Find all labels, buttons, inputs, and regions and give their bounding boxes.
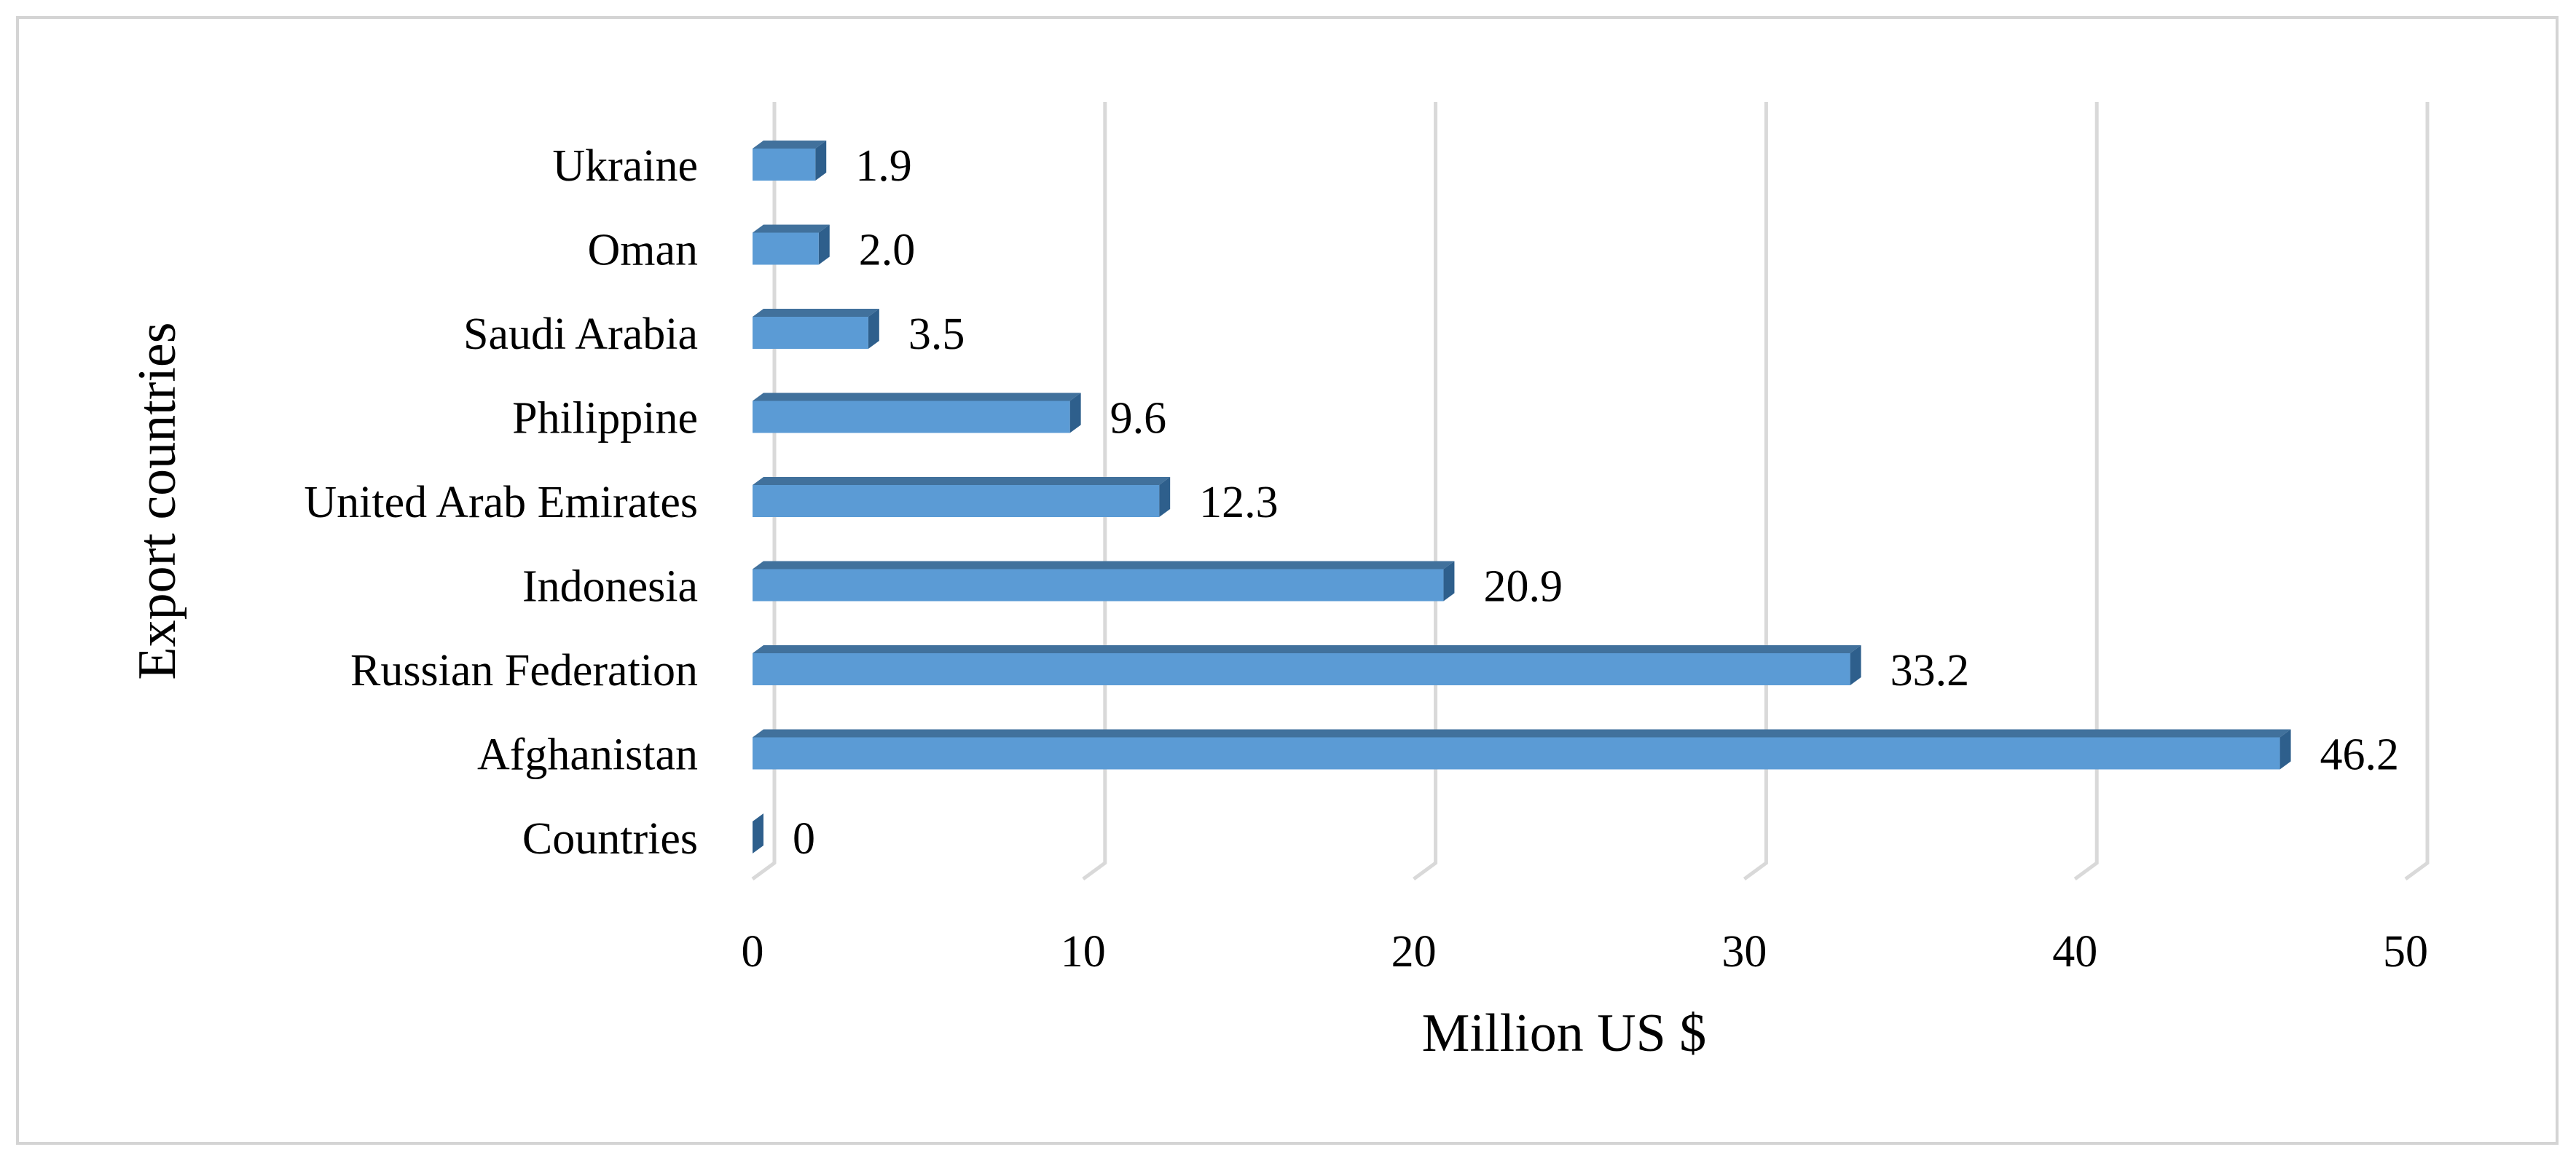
category-label: Oman bbox=[587, 226, 698, 275]
x-tick-label: 10 bbox=[1061, 927, 1106, 977]
x-tick-labels: 0 10 20 30 40 50 bbox=[742, 927, 2429, 977]
bar-side bbox=[815, 141, 827, 181]
category-label: Philippine bbox=[512, 394, 698, 443]
category-label: United Arab Emirates bbox=[304, 478, 698, 527]
bar bbox=[753, 729, 2291, 770]
category-label: Ukraine bbox=[552, 141, 698, 191]
x-tick-label: 50 bbox=[2383, 927, 2428, 977]
bar-side bbox=[868, 309, 879, 349]
gridlines bbox=[751, 102, 2430, 881]
gridline bbox=[2073, 102, 2099, 881]
bar-front bbox=[753, 401, 1070, 433]
category-label: Saudi Arabia bbox=[463, 310, 698, 359]
x-axis-title: Million US $ bbox=[1422, 1004, 1707, 1063]
bar-front bbox=[753, 149, 816, 181]
data-label: 3.5 bbox=[908, 310, 965, 359]
data-label: 33.2 bbox=[1890, 646, 1970, 695]
bar-top bbox=[753, 224, 830, 233]
bar-top bbox=[753, 729, 2291, 738]
bar-side bbox=[818, 224, 830, 265]
bar bbox=[753, 309, 879, 349]
data-label: 9.6 bbox=[1110, 394, 1167, 443]
x-tick-label: 0 bbox=[742, 927, 764, 977]
bar-front bbox=[753, 737, 2280, 770]
bar bbox=[753, 813, 763, 853]
bar bbox=[753, 393, 1081, 433]
bar-front bbox=[753, 653, 1850, 685]
bar-front bbox=[753, 317, 868, 349]
gridline bbox=[1082, 102, 1107, 881]
gridline bbox=[2404, 102, 2430, 881]
data-label: 12.3 bbox=[1199, 478, 1279, 527]
data-label: 1.9 bbox=[855, 141, 912, 191]
category-labels: Countries Afghanistan Russian Federation In… bbox=[304, 141, 698, 864]
bar bbox=[753, 141, 827, 181]
category-label: Indonesia bbox=[522, 562, 698, 612]
x-tick-label: 20 bbox=[1391, 927, 1437, 977]
x-tick-label: 30 bbox=[1721, 927, 1767, 977]
bar-front bbox=[753, 485, 1160, 517]
bar-top bbox=[753, 477, 1171, 485]
bar bbox=[753, 224, 830, 265]
bar-top bbox=[753, 645, 1861, 653]
bar bbox=[753, 645, 1861, 685]
bar-side bbox=[753, 813, 763, 853]
x-tick-label: 40 bbox=[2052, 927, 2097, 977]
bar-front bbox=[753, 569, 1444, 602]
bar-top bbox=[753, 393, 1081, 401]
bars bbox=[753, 141, 2291, 853]
gridline bbox=[1743, 102, 1768, 881]
bar bbox=[753, 561, 1455, 602]
gridline bbox=[1413, 102, 1438, 881]
data-label: 20.9 bbox=[1483, 562, 1562, 612]
bar-front bbox=[753, 232, 819, 265]
bar-top bbox=[753, 561, 1455, 569]
category-label: Russian Federation bbox=[350, 646, 698, 695]
bar-side bbox=[2279, 729, 2291, 770]
data-label: 46.2 bbox=[2320, 730, 2400, 780]
gridline bbox=[751, 102, 777, 881]
y-axis-title: Export countries bbox=[127, 322, 187, 679]
bar-top bbox=[753, 309, 879, 317]
bar-side bbox=[1443, 561, 1455, 602]
data-label: 0 bbox=[793, 814, 815, 864]
category-label: Afghanistan bbox=[477, 730, 698, 780]
bar-top bbox=[753, 141, 827, 149]
bar-side bbox=[1159, 477, 1171, 517]
data-label: 2.0 bbox=[859, 226, 916, 275]
category-label: Countries bbox=[522, 814, 698, 864]
data-labels: 0 46.2 33.2 20.9 12.3 9.6 3.5 2.0 1.9 bbox=[793, 141, 2399, 864]
bar bbox=[753, 477, 1171, 517]
bar-side bbox=[1069, 393, 1081, 433]
bar-side bbox=[1850, 645, 1861, 685]
